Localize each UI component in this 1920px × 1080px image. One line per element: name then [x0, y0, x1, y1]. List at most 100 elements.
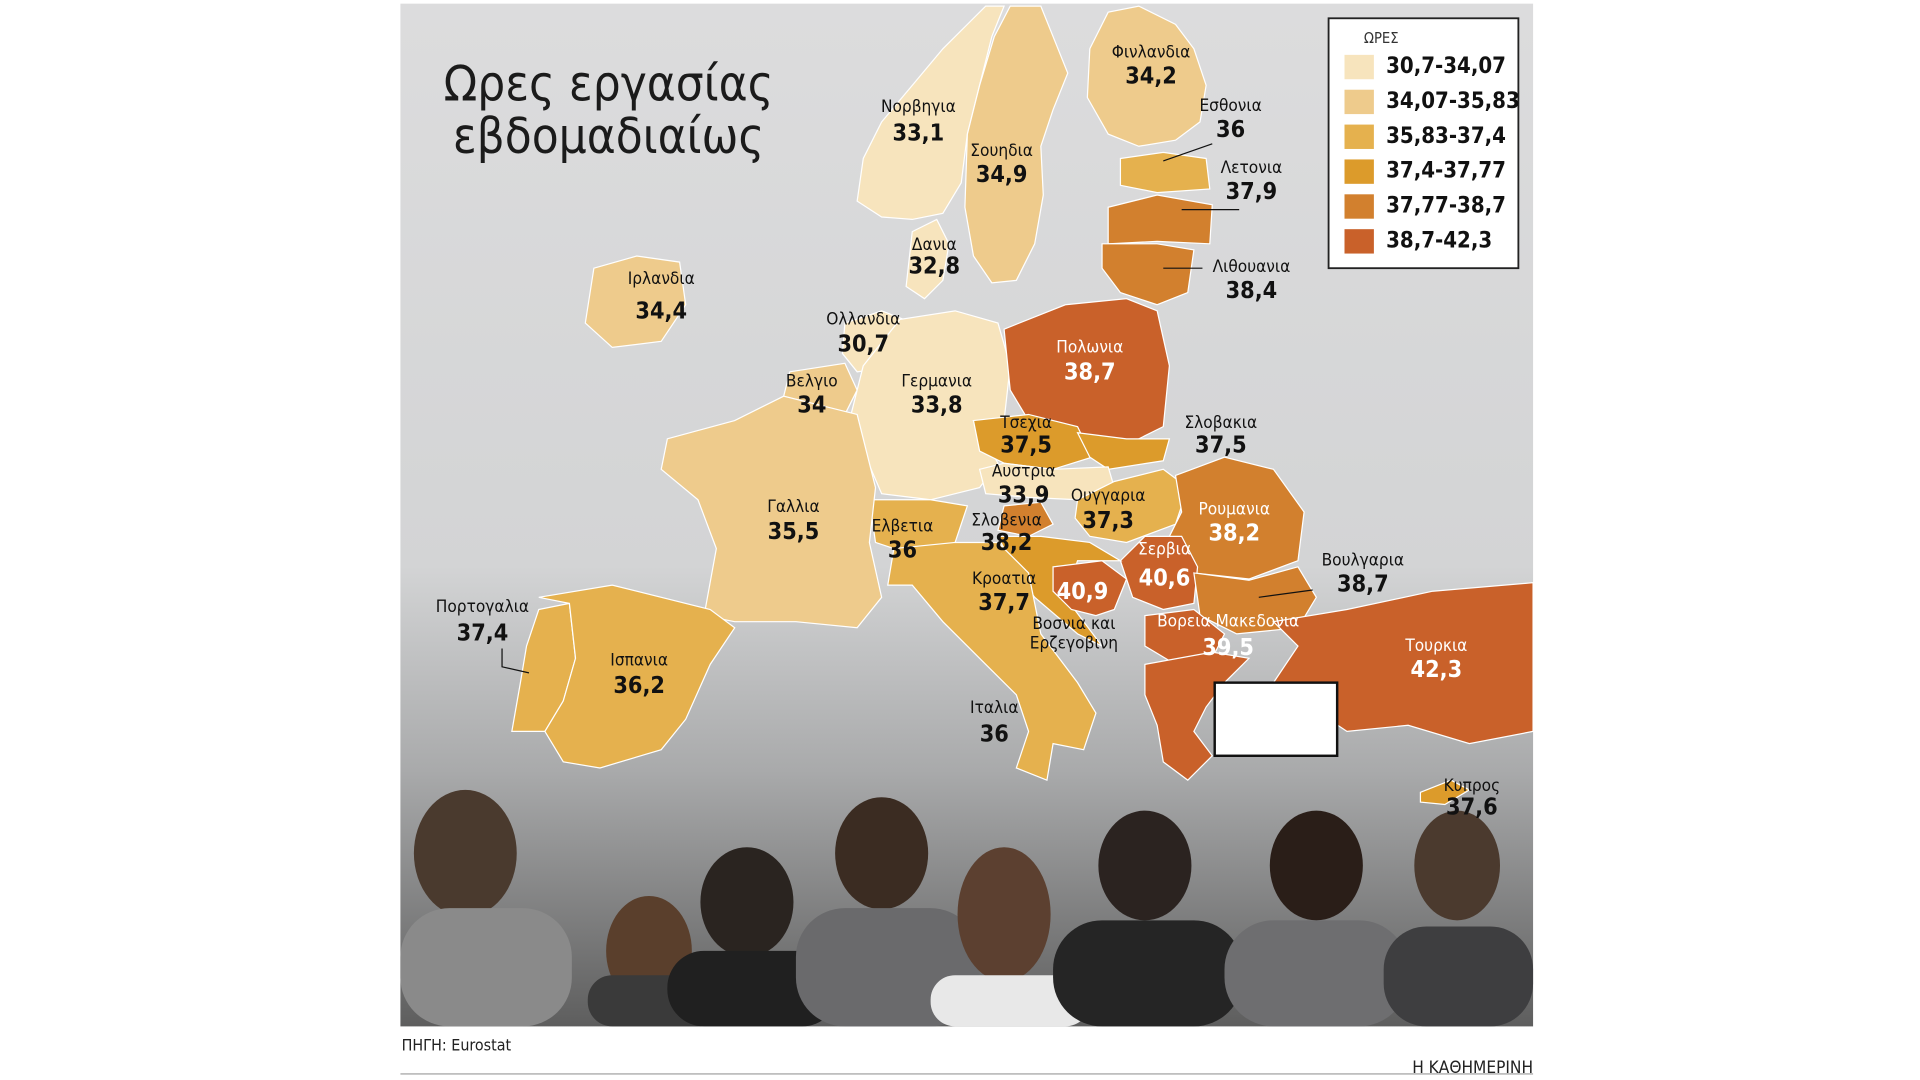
country-value: 36 [888, 537, 917, 564]
country-shape [1101, 243, 1195, 306]
country-name: Σλοβενια [971, 511, 1041, 531]
country-name: Εσθονια [1199, 96, 1261, 116]
country-name: Αυστρια [992, 462, 1056, 482]
country-name: Δανια [912, 235, 957, 255]
country-value: 38,7 [1064, 359, 1116, 386]
country-name: Βελγιο [786, 372, 838, 392]
country-name: Λετονια [1221, 158, 1283, 178]
leader-line [1163, 143, 1213, 162]
country-value: 37,5 [1195, 432, 1247, 459]
country-shape [1052, 560, 1128, 617]
country-value: 34,4 [635, 298, 687, 325]
country-name: Γαλλια [767, 497, 819, 517]
country-shape [887, 541, 1097, 782]
map [511, 5, 1534, 806]
country-shape [856, 5, 1005, 221]
country-shape [905, 218, 950, 300]
legend-label: 37,4-37,77 [1386, 159, 1506, 184]
legend-swatch [1344, 159, 1374, 184]
legend-label: 38,7-42,3 [1386, 228, 1492, 253]
country-name: Τσεχια [999, 413, 1052, 433]
country-name: Κροατια [972, 569, 1036, 589]
country-value: 37,7 [978, 589, 1030, 616]
country-value: 30,7 [837, 331, 889, 358]
legend-label: 30,7-34,07 [1386, 54, 1506, 79]
country-shape [972, 413, 1094, 470]
legend-swatch [1344, 124, 1374, 149]
country-shape [1419, 779, 1471, 806]
country-name: Ισπανια [610, 651, 668, 671]
country-name: Ιταλια [970, 698, 1018, 718]
country-value: 33,1 [893, 120, 945, 147]
country-shape [1086, 5, 1207, 147]
legend-title: ΩΡΕΣ [1364, 30, 1399, 47]
country-value: 37,5 [1000, 432, 1052, 459]
country-name: Λιθουανια [1213, 257, 1291, 277]
country-value: 36 [1216, 116, 1245, 143]
country-name: Ελβετια [872, 517, 934, 537]
country-name: Ολλανδια [826, 309, 900, 329]
country-value: 38,2 [981, 529, 1033, 556]
country-value: 34,9 [976, 161, 1028, 188]
country-shape [584, 255, 687, 349]
country-name: Πορτογαλια [436, 597, 529, 617]
country-value: 39,5 [1202, 634, 1254, 661]
country-name: Βουλγαρια [1322, 551, 1404, 571]
country-shape [1076, 431, 1171, 470]
country-value: 37,3 [1082, 507, 1134, 534]
country-name: Σουηδια [970, 141, 1033, 161]
country-value: 36 [980, 721, 1009, 748]
country-shape [538, 584, 736, 769]
country-value: 37,9 [1226, 178, 1278, 205]
legend-swatch [1344, 54, 1374, 80]
source: ΠΗΓΗ: Eurostat [402, 1035, 512, 1054]
country-name: Βορεια Μακεδονια [1157, 612, 1299, 632]
leader-line [501, 648, 530, 674]
country-value: 34,2 [1125, 62, 1177, 89]
country-value: 37,4 [457, 619, 509, 646]
country-name: Σερβια [1138, 540, 1191, 560]
country-value: 38,4 [1226, 277, 1278, 304]
country-value: 32,8 [908, 252, 960, 279]
country-name: Ρουμανια [1198, 500, 1270, 520]
legend-label: 37,77-38,7 [1386, 194, 1506, 219]
country-name: Γερμανια [901, 372, 972, 392]
publisher: Η ΚΑΘΗΜΕΡΙΝΗ [1412, 1058, 1533, 1078]
title: Ωρες εργασίας [444, 56, 774, 113]
country-name: Τουρκια [1404, 636, 1467, 656]
legend-label: 35,83-37,4 [1386, 124, 1506, 149]
country-shape [1119, 151, 1211, 194]
country-value: 40,9 [1057, 578, 1109, 605]
country-value: 38,7 [1337, 571, 1389, 598]
country-shape [660, 395, 883, 629]
country-shape [1003, 298, 1171, 446]
country-value: 36,2 [613, 672, 665, 699]
country-name: Ουγγαρια [1071, 486, 1146, 506]
country-name: Νορβηγια [881, 97, 956, 117]
country-value: 34 [797, 391, 826, 418]
legend-label: 34,07-35,83 [1386, 89, 1520, 114]
country-shape [1119, 535, 1199, 611]
country-name: Πολωνια [1056, 337, 1123, 357]
legend-swatch [1344, 229, 1374, 254]
greece-box [1213, 681, 1339, 757]
country-shape [997, 501, 1054, 537]
country-name: Κυπρος [1444, 776, 1501, 796]
country-name: Σλοβακια [1184, 413, 1257, 433]
country-value: 40,6 [1139, 565, 1191, 592]
country-value: 38,2 [1208, 519, 1260, 546]
country-name: Φινλανδια [1112, 42, 1191, 62]
country-value: 42,3 [1411, 656, 1463, 683]
country-shape [964, 5, 1069, 284]
legend-swatch [1344, 194, 1374, 219]
country-shape [1168, 456, 1305, 580]
title: εβδομαδιαίως [453, 108, 764, 165]
legend-swatch [1344, 89, 1374, 115]
legend: ΩΡΕΣ 30,7-34,07 34,07-35,83 35,83-37,4 37,4… [1327, 17, 1520, 270]
country-value: 33,8 [911, 391, 963, 418]
country-name: Ιρλανδια [628, 269, 695, 289]
country-name: Βοσνια και Ερζεγοβινη [1030, 614, 1118, 654]
